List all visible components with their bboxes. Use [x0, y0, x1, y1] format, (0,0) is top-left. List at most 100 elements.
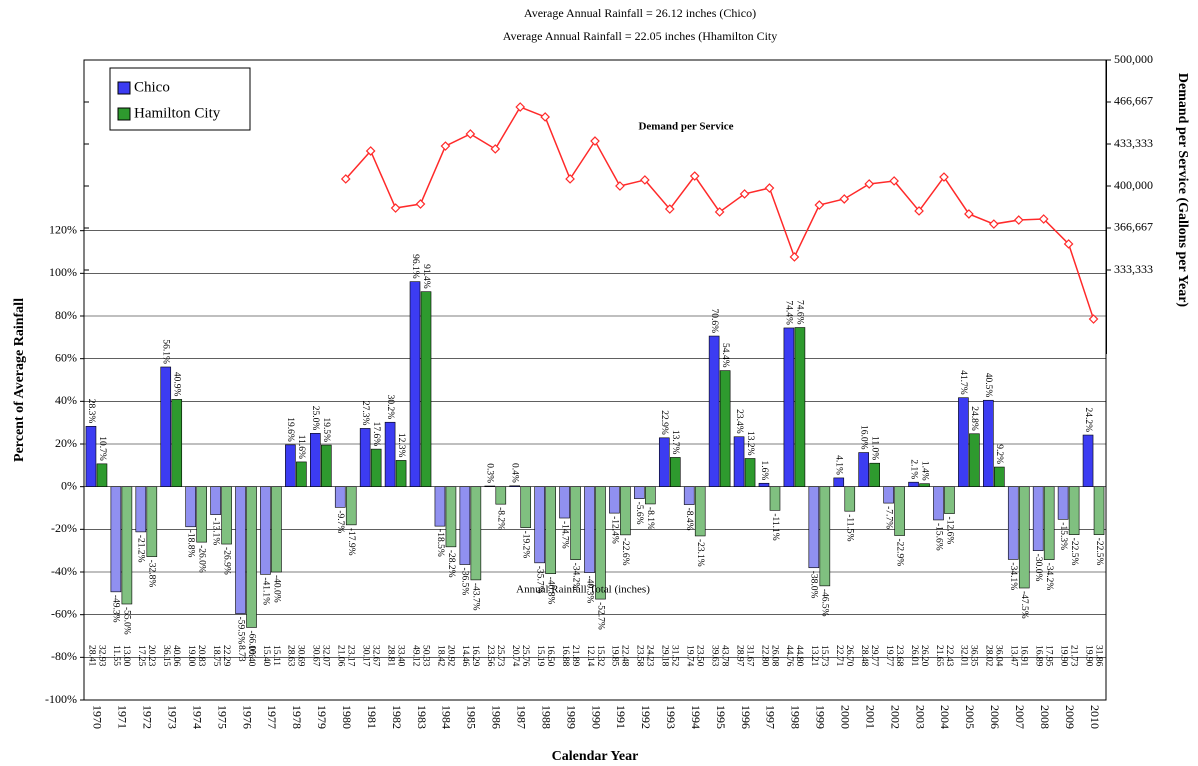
y-tick-label: 120% [49, 222, 77, 236]
value-label: -47.5% [1019, 591, 1029, 619]
value-label: 4.1% [834, 455, 844, 475]
rainfall-total: 10.40 [246, 645, 256, 667]
value-label: 91.4% [421, 264, 431, 289]
legend-label: Chico [134, 79, 170, 95]
bar [420, 291, 432, 487]
rainfall-total: 22.80 [759, 645, 769, 667]
x-tick-label: 1999 [814, 705, 828, 729]
line-marker [415, 199, 426, 209]
rainfall-total: 32.93 [96, 645, 106, 667]
legend-box [109, 67, 251, 131]
value-label: 17.6% [371, 422, 381, 447]
value-label: 74.6% [795, 300, 805, 325]
value-label: -8.2% [496, 507, 506, 530]
bar [534, 486, 545, 564]
line-marker [615, 181, 625, 191]
bar [459, 486, 471, 565]
bar [994, 466, 1005, 487]
value-label: -12.4% [609, 516, 619, 544]
x-axis-title: Calendar Year [552, 749, 639, 764]
bar [808, 486, 820, 569]
rainfall-total: 17.95 [1043, 645, 1053, 667]
x-tick-label: 1989 [564, 705, 578, 729]
rainfall-total: 21.89 [570, 645, 580, 667]
y-tick-label: 0% [61, 478, 77, 492]
rainfall-total: 32.01 [959, 645, 969, 667]
line-marker [864, 179, 875, 189]
bar [983, 399, 994, 487]
x-tick-label: 1973 [165, 705, 179, 729]
value-label: 54.4% [720, 343, 730, 368]
bar [135, 486, 147, 533]
line-marker [914, 206, 924, 216]
value-label: 2.1% [908, 459, 918, 479]
rainfall-total: 25.76 [520, 645, 530, 667]
rainfall-total: 23.50 [695, 645, 705, 667]
rainfall-total: 19.00 [186, 645, 196, 667]
rainfall-total: 28.48 [859, 645, 869, 667]
rainfall-total: 22.71 [834, 645, 844, 667]
bar [121, 486, 133, 605]
value-label: -43.7% [471, 583, 481, 611]
bar [1068, 486, 1080, 535]
x-tick-label: 2008 [1038, 705, 1052, 729]
bar [370, 448, 382, 487]
y2-axis-title: Demand per Service (Gallons per Year) [1175, 73, 1190, 308]
bar [470, 486, 482, 581]
bar [384, 421, 396, 487]
rainfall-label: Annual Rainfall Total (inches) [516, 584, 650, 596]
rainfall-total: 28.02 [984, 645, 994, 667]
value-label: -38.0% [809, 571, 819, 599]
x-tick-label: 2002 [888, 705, 902, 729]
line-marker [689, 171, 700, 181]
bar [944, 486, 955, 514]
value-label: 11.6% [296, 435, 306, 459]
bar [833, 477, 845, 487]
x-tick-label: 2003 [913, 705, 927, 729]
value-label: 70.6% [709, 309, 719, 334]
x-tick-label: 1997 [764, 705, 778, 729]
line-marker [1013, 215, 1024, 225]
value-label: 19.6% [285, 417, 295, 442]
bar [783, 327, 795, 487]
rainfall-total: 28.41 [86, 645, 96, 667]
bar [359, 428, 371, 487]
rainfall-total: 15.32 [595, 645, 605, 667]
x-tick-label: 1974 [190, 705, 204, 729]
rainfall-total: 28.81 [385, 645, 395, 667]
rainfall-total: 32.67 [370, 645, 380, 667]
rainfall-total: 49.12 [410, 645, 420, 667]
bar [160, 366, 172, 487]
bar [110, 486, 122, 593]
rainfall-total: 13.00 [121, 645, 131, 667]
value-label: -22.9% [894, 539, 904, 567]
rainfall-total: 16.88 [560, 645, 570, 667]
rainfall-total: 39.63 [709, 645, 719, 667]
value-label: -30.0% [1033, 554, 1043, 582]
bar [969, 433, 980, 487]
rainfall-total: 17.25 [136, 645, 146, 667]
value-label: -32.8% [147, 560, 157, 588]
bar [609, 486, 620, 514]
rainfall-total: 14.46 [460, 645, 470, 667]
rainfall-total: 8.73 [236, 645, 246, 662]
value-label: -41.1% [260, 577, 270, 605]
bar [334, 486, 346, 508]
bar [733, 436, 745, 487]
bar [669, 457, 681, 487]
line-marker [565, 174, 575, 184]
value-label: -19.2% [521, 531, 531, 559]
value-label: -8.4% [684, 508, 694, 531]
bar [484, 485, 496, 487]
x-tick-label: 1995 [714, 705, 728, 729]
rainfall-total: 21.65 [934, 645, 944, 667]
bar [858, 452, 869, 487]
value-label: -22.6% [620, 538, 630, 566]
bar [1057, 486, 1069, 520]
rainfall-total: 25.73 [495, 645, 505, 667]
bar [634, 486, 645, 499]
rainfall-total: 28.63 [286, 645, 296, 667]
x-tick-label: 1976 [240, 705, 254, 729]
bar [171, 399, 183, 487]
rainfall-total: 40.06 [171, 645, 181, 667]
